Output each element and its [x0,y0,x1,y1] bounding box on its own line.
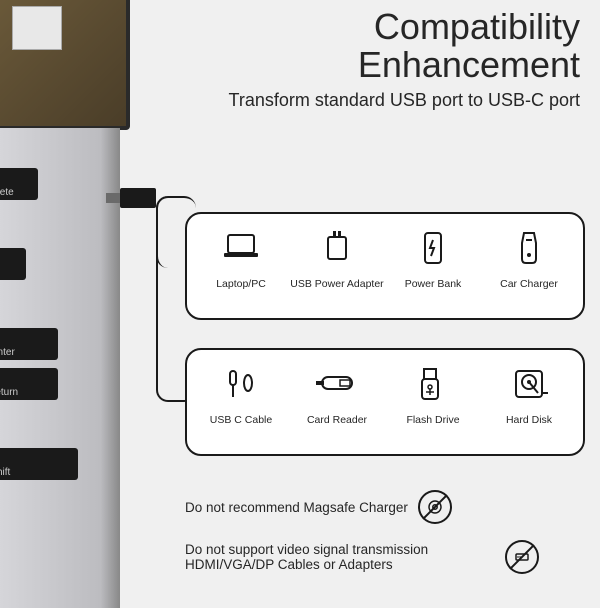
harddisk-icon [505,360,553,408]
compat-item-label: Flash Drive [406,414,459,438]
compat-item: Card Reader [289,360,385,446]
compat-item: Power Bank [385,224,481,310]
warning-note: Do not recommend Magsafe Charger [185,490,452,524]
cable-icon [217,360,265,408]
compat-item-label: Card Reader [307,414,367,438]
compat-group-devices: USB C Cable Card Reader Flash Drive Hard Di… [185,348,585,456]
compat-item-label: USB C Cable [210,414,272,438]
compat-item-label: Laptop/PC [216,278,266,302]
key: enter [0,328,58,360]
flashdrive-icon [409,360,457,408]
key: elete [0,168,38,200]
compat-item-label: USB Power Adapter [290,278,383,302]
usb-adapter-icon [120,188,156,208]
key: shift [0,448,78,480]
note-text: Do not recommend Magsafe Charger [185,500,408,515]
ban-magsafe-icon [418,490,452,524]
compat-item: Car Charger [481,224,577,310]
compat-item: USB C Cable [193,360,289,446]
note-text: Do not support video signal transmission… [185,542,495,572]
compat-item: USB Power Adapter [289,224,385,310]
key [0,248,26,280]
carcharger-icon [505,224,553,272]
page-subtitle: Transform standard USB port to USB-C por… [150,90,580,111]
compat-item: Flash Drive [385,360,481,446]
title-block: CompatibilityEnhancement Transform stand… [150,8,580,111]
plug-icon [313,224,361,272]
warning-note: Do not support video signal transmission… [185,540,539,574]
compat-item-label: Hard Disk [506,414,552,438]
laptop-keyboard: elete enter return shift [0,128,120,608]
key: return [0,368,58,400]
compat-item: Hard Disk [481,360,577,446]
compat-item-label: Power Bank [405,278,462,302]
ban-video-icon [505,540,539,574]
laptop-screen [0,0,130,130]
powerbank-icon [409,224,457,272]
compat-group-inputs: Laptop/PC USB Power Adapter Power Bank Car … [185,212,585,320]
compat-item-label: Car Charger [500,278,558,302]
laptop-icon [217,224,265,272]
compat-item: Laptop/PC [193,224,289,310]
cardreader-icon [313,360,361,408]
page-title: CompatibilityEnhancement [150,8,580,84]
